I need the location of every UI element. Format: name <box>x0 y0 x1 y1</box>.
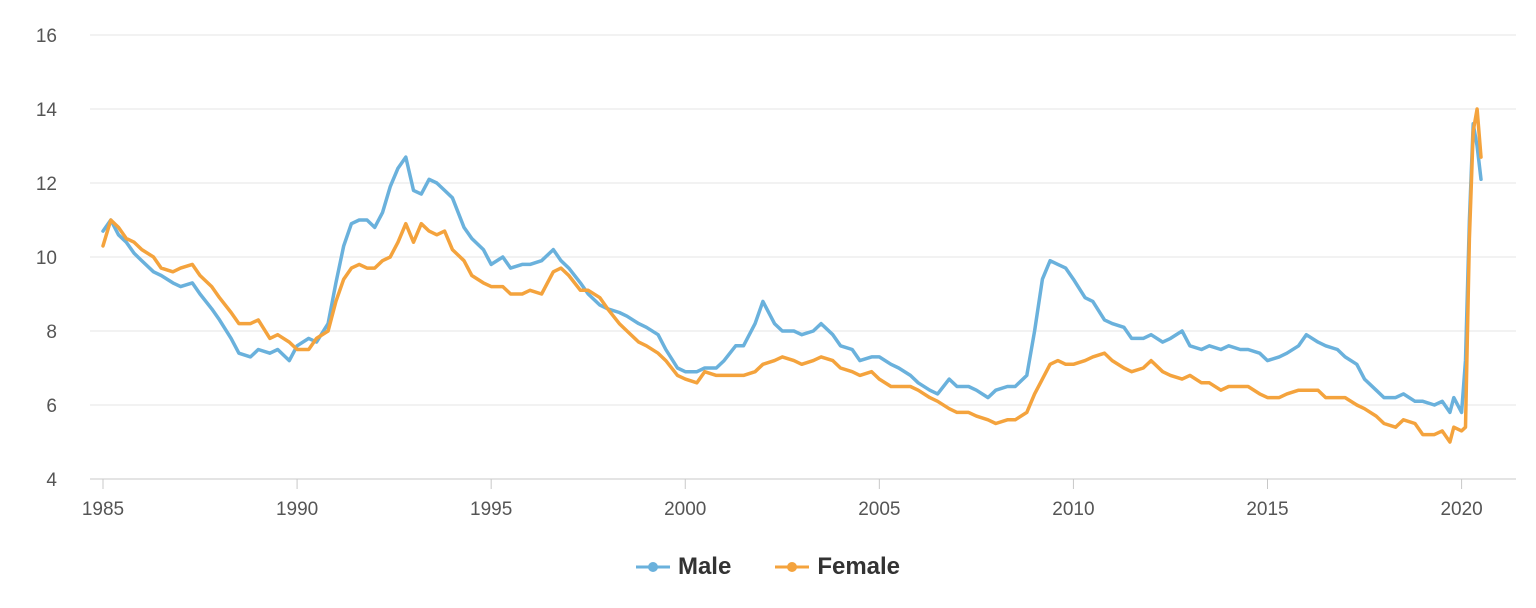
y-tick-label-6: 6 <box>46 396 57 417</box>
x-tick-label-2000: 2000 <box>664 499 706 520</box>
y-axis: 4 6 8 10 12 14 16 <box>36 26 58 491</box>
y-tick-label-14: 14 <box>36 100 58 121</box>
legend-female-swatch-dot <box>787 562 798 572</box>
legend-male-marker-icon <box>635 562 670 572</box>
x-tick-label-1990: 1990 <box>276 499 318 520</box>
legend: Male Female <box>0 553 1536 581</box>
x-axis: 1985 1990 1995 2000 2005 2010 2015 2020 <box>82 478 1516 520</box>
x-tick-label-1995: 1995 <box>470 499 512 520</box>
series-line-female <box>101 107 1483 444</box>
legend-female-marker-icon <box>775 562 810 572</box>
y-tick-label-10: 10 <box>36 248 57 269</box>
legend-female-label: Female <box>817 553 901 580</box>
legend-item-male[interactable]: Male <box>635 553 732 581</box>
x-tick-label-2005: 2005 <box>858 499 900 520</box>
y-tick-label-4: 4 <box>46 470 57 491</box>
legend-male-label: Male <box>677 553 732 580</box>
x-tick-label-2020: 2020 <box>1440 499 1482 520</box>
y-tick-label-8: 8 <box>46 322 57 343</box>
y-tick-label-16: 16 <box>36 26 57 47</box>
series-line-male <box>101 122 1483 415</box>
x-tick-label-2010: 2010 <box>1052 499 1094 520</box>
legend-male-swatch-dot <box>647 562 658 572</box>
series-layer <box>101 107 1483 444</box>
legend-item-female[interactable]: Female <box>775 553 900 581</box>
x-tick-label-2015: 2015 <box>1246 499 1288 520</box>
y-tick-label-12: 12 <box>36 174 57 195</box>
x-tick-label-1985: 1985 <box>82 499 124 520</box>
